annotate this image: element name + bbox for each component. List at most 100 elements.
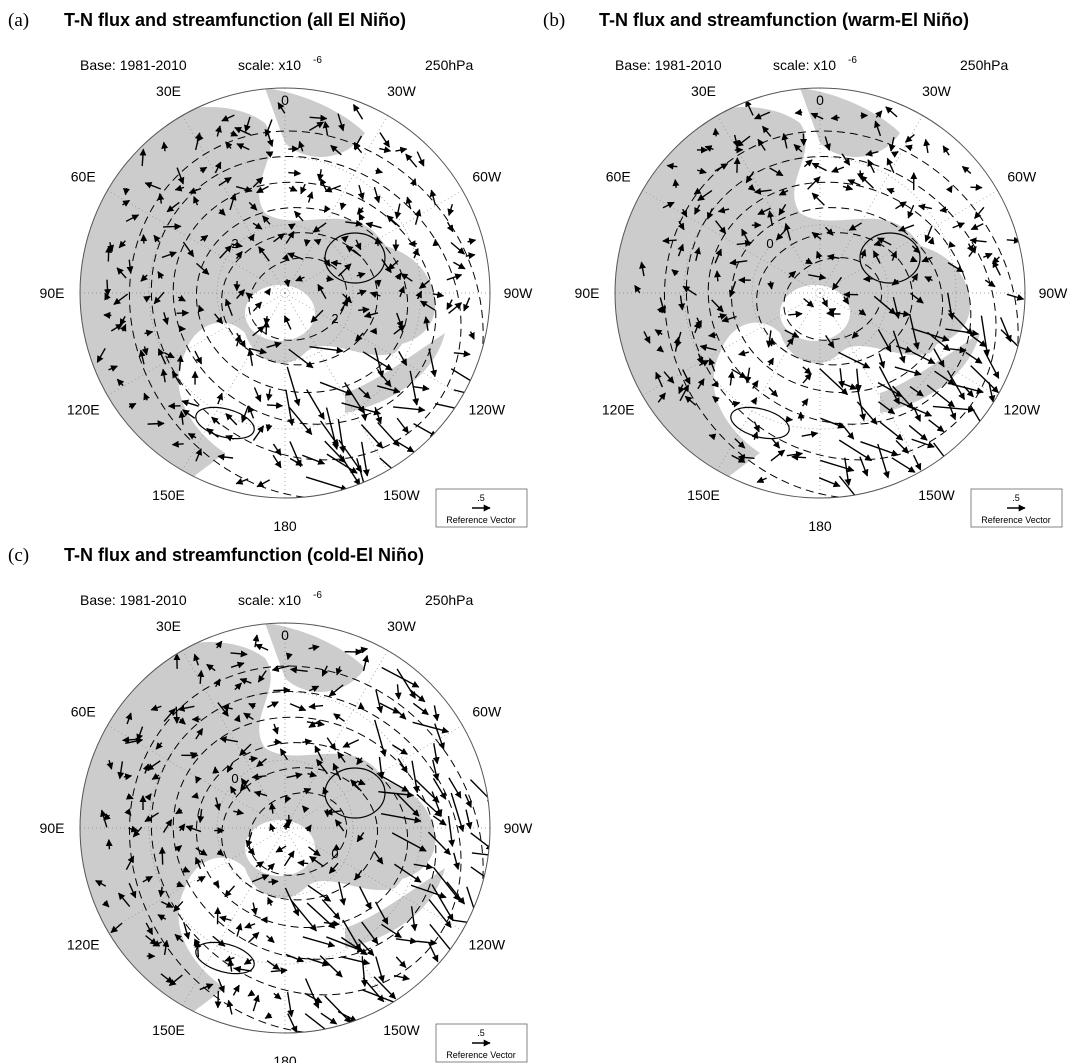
flux-vector xyxy=(410,690,425,702)
flux-vector xyxy=(267,702,278,707)
flux-vector xyxy=(309,706,323,707)
longitude-label: 0 xyxy=(281,627,289,643)
flux-vector xyxy=(398,758,407,772)
longitude-label: 90W xyxy=(1039,285,1069,301)
flux-vector xyxy=(396,957,406,968)
flux-vector xyxy=(306,979,319,1009)
flux-vector xyxy=(840,368,842,387)
flux-vector xyxy=(914,455,921,470)
flux-vector xyxy=(306,477,347,490)
flux-vector xyxy=(380,458,411,485)
longitude-label: 90E xyxy=(575,285,600,301)
longitude-label: 150W xyxy=(918,487,955,503)
flux-vector xyxy=(394,976,409,979)
flux-vector xyxy=(267,961,279,970)
flux-vector xyxy=(339,882,344,905)
flux-vector xyxy=(413,703,428,714)
flux-vector xyxy=(769,358,773,365)
longitude-label: 90E xyxy=(40,285,65,301)
flux-vector xyxy=(302,741,311,742)
flux-vector xyxy=(268,424,270,431)
flux-vector xyxy=(309,192,312,202)
flux-vector xyxy=(717,271,718,281)
flux-vector xyxy=(663,240,677,241)
panel-title: T-N flux and streamfunction (warm-El Niñ… xyxy=(599,10,969,30)
flux-vector xyxy=(876,111,881,117)
flux-vector xyxy=(772,439,780,448)
flux-vector xyxy=(229,1000,232,1014)
flux-vector xyxy=(253,903,256,915)
flux-vector xyxy=(468,240,476,242)
map-content xyxy=(58,597,554,1063)
flux-vector xyxy=(435,404,473,412)
flux-vector xyxy=(288,173,300,174)
flux-vector xyxy=(429,943,438,962)
flux-vector xyxy=(253,426,263,441)
flux-vector xyxy=(434,705,437,720)
flux-vector xyxy=(249,406,254,418)
flux-vector xyxy=(357,208,363,215)
base-period: Base: 1981-2010 xyxy=(615,57,722,73)
flux-vector xyxy=(376,690,381,713)
flux-vector xyxy=(163,226,181,227)
flux-vector xyxy=(449,204,452,215)
flux-vector xyxy=(454,853,458,869)
flux-vector xyxy=(451,242,464,254)
flux-vector xyxy=(321,421,339,446)
longitude-label: 150W xyxy=(383,1022,420,1038)
reference-value: .5 xyxy=(1012,493,1020,503)
flux-vector xyxy=(803,374,811,384)
flux-vector xyxy=(433,816,446,825)
flux-vector xyxy=(981,316,987,356)
flux-vector xyxy=(305,1014,334,1037)
flux-vector xyxy=(819,478,840,486)
flux-vector xyxy=(803,367,811,374)
reference-vector: .5Reference Vector xyxy=(436,489,527,527)
flux-vector xyxy=(176,707,177,724)
flux-vector xyxy=(380,133,389,147)
longitude-label: 90W xyxy=(504,820,534,836)
flux-vector xyxy=(940,209,948,210)
flux-vector xyxy=(769,388,777,397)
longitude-label: 60W xyxy=(472,169,502,185)
flux-vector xyxy=(379,149,390,151)
panel-title: T-N flux and streamfunction (cold-El Niñ… xyxy=(64,545,424,565)
longitude-label: 150E xyxy=(152,1022,185,1038)
flux-vector xyxy=(387,216,399,227)
flux-vector xyxy=(970,240,986,242)
panel-title: T-N flux and streamfunction (all El Niño… xyxy=(64,10,406,30)
flux-vector xyxy=(362,956,365,986)
flux-vector xyxy=(394,708,406,719)
flux-vector xyxy=(212,417,220,424)
flux-vector xyxy=(453,262,465,269)
longitude-label: 120W xyxy=(468,402,505,418)
reference-value: .5 xyxy=(477,493,485,503)
flux-vector xyxy=(274,993,281,999)
flux-vector xyxy=(378,423,399,447)
flux-vector xyxy=(107,280,108,296)
flux-vector xyxy=(975,207,984,218)
polar-cap xyxy=(245,820,315,876)
flux-vector xyxy=(327,408,337,450)
flux-vector xyxy=(832,167,844,172)
flux-vector xyxy=(431,190,435,205)
flux-vector xyxy=(248,993,253,996)
flux-vector xyxy=(374,187,378,202)
flux-vector xyxy=(265,1015,271,1019)
flux-vector xyxy=(375,720,385,756)
flux-vector xyxy=(244,960,251,965)
flux-vector xyxy=(471,867,506,892)
flux-vector xyxy=(931,238,933,244)
longitude-label: 30W xyxy=(922,83,952,99)
flux-vector xyxy=(786,419,793,420)
longitude-label: 150W xyxy=(383,487,420,503)
flux-vector xyxy=(220,917,232,920)
flux-vector xyxy=(291,900,316,931)
longitude-label: 60E xyxy=(71,169,96,185)
scale-exponent: -6 xyxy=(848,55,857,66)
flux-vector xyxy=(454,353,470,355)
flux-vector xyxy=(248,932,258,942)
flux-vector xyxy=(358,309,369,310)
flux-vector xyxy=(242,406,248,422)
flux-vector xyxy=(274,724,278,734)
